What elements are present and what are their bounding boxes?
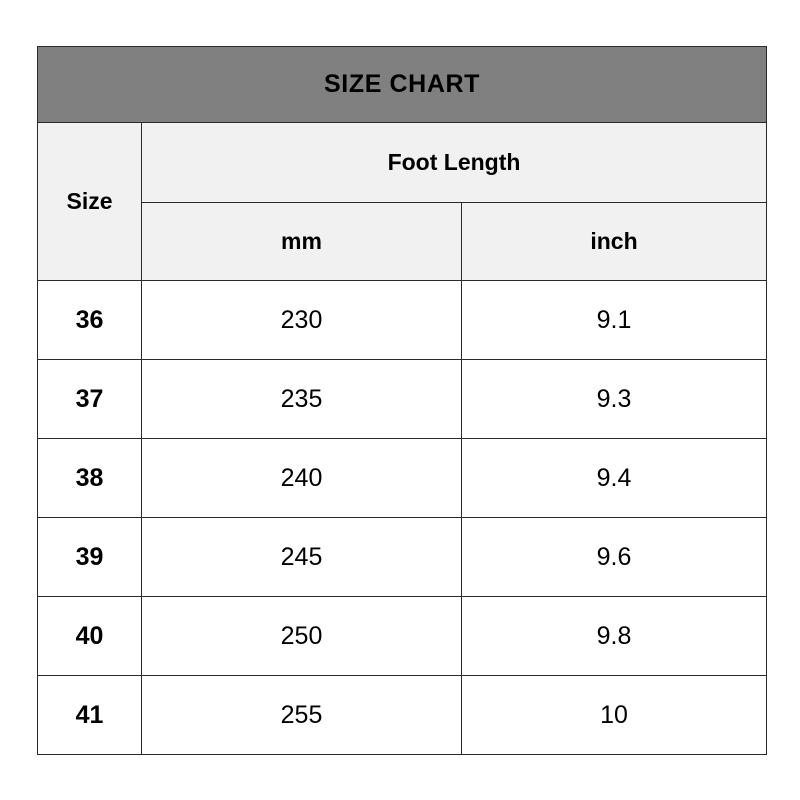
table-row: 41 255 10 (37, 675, 768, 755)
table-row: 39 245 9.6 (37, 517, 768, 597)
cell-inch: 9.8 (460, 596, 768, 676)
size-chart-container: SIZE CHART Size Foot Length mm inch 36 2… (36, 46, 768, 755)
table-row: 37 235 9.3 (37, 359, 768, 439)
column-header-size: Size (37, 122, 142, 281)
size-chart-table: SIZE CHART Size Foot Length mm inch 36 2… (36, 46, 768, 755)
cell-size: 37 (37, 359, 142, 439)
cell-mm: 230 (141, 280, 462, 360)
column-header-mm: mm (141, 202, 462, 281)
cell-inch: 9.4 (460, 438, 768, 518)
cell-size: 40 (37, 596, 142, 676)
cell-size: 39 (37, 517, 142, 597)
table-row: 40 250 9.8 (37, 596, 768, 676)
chart-title: SIZE CHART (36, 46, 768, 123)
cell-mm: 235 (141, 359, 462, 439)
cell-inch: 10 (460, 675, 768, 755)
header-unit-row: mm inch (38, 202, 768, 281)
title-row: SIZE CHART (36, 46, 768, 123)
cell-inch: 9.3 (460, 359, 768, 439)
column-header-inch: inch (460, 202, 768, 281)
cell-size: 41 (37, 675, 142, 755)
cell-mm: 255 (141, 675, 462, 755)
header-group-row: Size Foot Length (37, 122, 768, 281)
cell-inch: 9.1 (460, 280, 768, 360)
column-group-header-foot-length: Foot Length (140, 122, 768, 203)
cell-size: 38 (37, 438, 142, 518)
table-row: 36 230 9.1 (37, 280, 768, 360)
cell-mm: 240 (141, 438, 462, 518)
cell-mm: 250 (141, 596, 462, 676)
cell-size: 36 (37, 280, 142, 360)
cell-inch: 9.6 (460, 517, 768, 597)
cell-mm: 245 (141, 517, 462, 597)
table-row: 38 240 9.4 (37, 438, 768, 518)
